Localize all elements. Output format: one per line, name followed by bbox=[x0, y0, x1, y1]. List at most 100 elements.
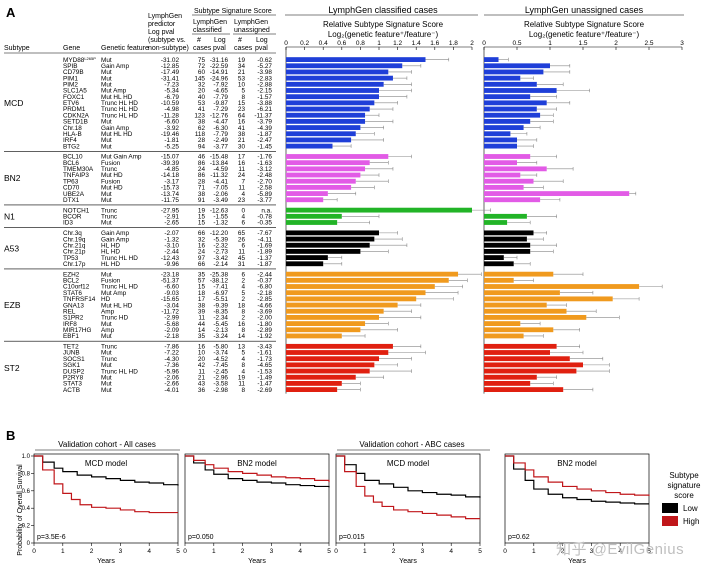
unassigned-logpval: -2.83 bbox=[257, 75, 272, 82]
gene-name: SOCS1 bbox=[63, 356, 85, 363]
lymphgen-logpval: -15.65 bbox=[161, 296, 180, 303]
gene-name: TNFAIP3 bbox=[63, 172, 89, 179]
genetic-feature: Trunc HL HD bbox=[101, 255, 138, 262]
genetic-feature: Mut bbox=[101, 57, 112, 64]
gene-name: PIM2 bbox=[63, 82, 78, 89]
unassigned-count: 23 bbox=[238, 197, 246, 204]
unassigned-bar bbox=[484, 137, 517, 143]
classified-count: 94 bbox=[198, 143, 206, 150]
classified-bar bbox=[286, 112, 366, 118]
lymphgen-logpval: -11.72 bbox=[161, 308, 179, 315]
table-row: Chr.17p HL HD -9.96 66 -2.14 31 -1.87 bbox=[63, 261, 272, 268]
unassigned-count: 4 bbox=[241, 368, 245, 375]
gene-name: GNA13 bbox=[63, 302, 84, 309]
classified-logpval: -6.97 bbox=[213, 290, 228, 297]
classified-count: 21 bbox=[198, 374, 206, 381]
km-xtick-label: 1 bbox=[532, 548, 536, 555]
subtype-label: MCD bbox=[4, 98, 23, 108]
gene-name: PRDM1 bbox=[63, 106, 86, 113]
unassigned-count: 21 bbox=[238, 69, 246, 76]
km-xtick-label: 5 bbox=[327, 548, 331, 555]
lymphgen-logpval: -2.99 bbox=[164, 315, 179, 322]
classified-bar bbox=[286, 302, 398, 308]
unassigned-count: 17 bbox=[238, 154, 246, 161]
unassigned-count: 21 bbox=[238, 137, 246, 144]
unassigned-logpval: -1.49 bbox=[257, 374, 272, 381]
classified-count: 40 bbox=[198, 94, 206, 101]
gene-name: SLC1A5 bbox=[63, 88, 87, 95]
unassigned-bar bbox=[484, 178, 534, 184]
classified-bar bbox=[286, 296, 417, 302]
lymphgen-logpval: -19.46 bbox=[161, 131, 180, 138]
genetic-feature: Fusion bbox=[101, 160, 121, 167]
gene-name: TNFRSF14 bbox=[63, 296, 96, 303]
unassigned-bar bbox=[484, 100, 547, 106]
unassigned-logpval: -0.78 bbox=[257, 214, 272, 221]
subtype-label: A53 bbox=[4, 243, 19, 253]
genetic-feature: Trunc HL HD bbox=[101, 112, 138, 119]
table-row: BCL10 Mut Gain Amp -15.07 46 -15.48 17 -1.76 bbox=[63, 154, 272, 161]
table-row: DUSP2 Trunc HL HD -5.96 11 -2.45 4 -1.53 bbox=[63, 368, 272, 375]
unassigned-bar bbox=[484, 321, 521, 327]
gene-name: Chr.17p bbox=[63, 261, 86, 268]
km-xtick-label: 1 bbox=[61, 548, 65, 555]
classified-count: 71 bbox=[198, 185, 206, 192]
classified-logpval: -12.63 bbox=[210, 207, 229, 214]
km-ytick-label: 0 bbox=[27, 541, 31, 547]
lymphgen-logpval: -7.22 bbox=[164, 350, 179, 357]
unassigned-count: 11 bbox=[238, 381, 245, 388]
unassigned-bar bbox=[484, 271, 554, 277]
genetic-feature: Mut bbox=[101, 333, 112, 340]
legend-title-1: Subtype bbox=[669, 471, 699, 480]
km-plot: MCD model 0 1 2 3 4 5 Years 0 0.2 0.4 0.6 0.8 1.0 p=3.… bbox=[22, 453, 180, 565]
table-row: HLA-B Mut HL HD -19.46 118 -7.79 38 -1.87 bbox=[63, 131, 272, 138]
table-row: PIM2 Mut -7.23 32 -7.92 10 -2.88 bbox=[63, 82, 272, 89]
genetic-feature: Mut bbox=[101, 82, 112, 89]
lymphgen-logpval: -6.60 bbox=[164, 119, 179, 126]
unassigned-count: 2 bbox=[241, 296, 245, 303]
gene-name: TP63 bbox=[63, 178, 79, 185]
classified-tick-label: 2 bbox=[470, 40, 474, 47]
table-row: BTG2 Mut -5.25 94 -3.77 30 -1.45 bbox=[63, 143, 272, 150]
subtype-label: EZB bbox=[4, 300, 21, 310]
gene-name: NOTCH1 bbox=[63, 207, 90, 214]
km-title: MCD model bbox=[387, 459, 429, 468]
table-row: PIM1 Mut -31.41 145 -24.96 53 -2.83 bbox=[63, 75, 272, 82]
classified-logpval: -15.48 bbox=[210, 154, 229, 161]
km-xtick-label: 3 bbox=[119, 548, 123, 555]
km-plot: BN2 model 0 1 2 3 4 5 Years p=0.050 bbox=[183, 453, 331, 565]
unassigned-logpval: -1.47 bbox=[257, 381, 272, 388]
classified-logpval: -3.24 bbox=[213, 333, 228, 340]
classified-bar bbox=[286, 368, 370, 374]
unassigned-logpval: -1.45 bbox=[257, 143, 272, 150]
lymphgen-logpval: -7.23 bbox=[164, 82, 179, 89]
lymphgen-logpval: -7.36 bbox=[164, 362, 179, 369]
classified-bar bbox=[286, 314, 379, 320]
km-pvalue: p=3.5E-6 bbox=[37, 534, 66, 541]
classified-bar bbox=[286, 290, 426, 296]
lymphgen-logpval: -9.96 bbox=[164, 261, 179, 268]
classified-count: 35 bbox=[198, 271, 206, 278]
classified-bar bbox=[286, 374, 356, 380]
gene-name: JUNB bbox=[63, 350, 80, 357]
classified-count: 15 bbox=[198, 220, 206, 227]
unassigned-count: 8 bbox=[241, 387, 245, 394]
classified-logpval: -2.14 bbox=[213, 261, 228, 268]
unassigned-tick-label: 1.5 bbox=[578, 40, 587, 47]
table-row: TET2 Trunc -7.86 16 -5.80 13 -3.43 bbox=[63, 344, 272, 351]
classified-logpval: -38.12 bbox=[210, 278, 229, 285]
table-row: P2RY8 Mut -2.06 21 -2.96 19 -1.49 bbox=[63, 374, 272, 381]
unassigned-count: 19 bbox=[238, 57, 246, 64]
classified-bar bbox=[286, 75, 393, 81]
classified-bar bbox=[286, 197, 324, 203]
genetic-feature: Mut bbox=[101, 220, 112, 227]
lymphgen-logpval: -14.18 bbox=[161, 172, 180, 179]
unassigned-count: 18 bbox=[238, 302, 246, 309]
genetic-feature: Mut bbox=[101, 137, 112, 144]
table-row: SETD1B Mut -6.60 38 -4.47 16 -3.79 bbox=[63, 119, 272, 126]
gene-name: BTG2 bbox=[63, 143, 80, 150]
genetic-feature: Trunc HL HD bbox=[101, 368, 138, 375]
km-xtick-label: 2 bbox=[241, 548, 245, 555]
unassigned-logpval: -3.12 bbox=[257, 166, 272, 173]
